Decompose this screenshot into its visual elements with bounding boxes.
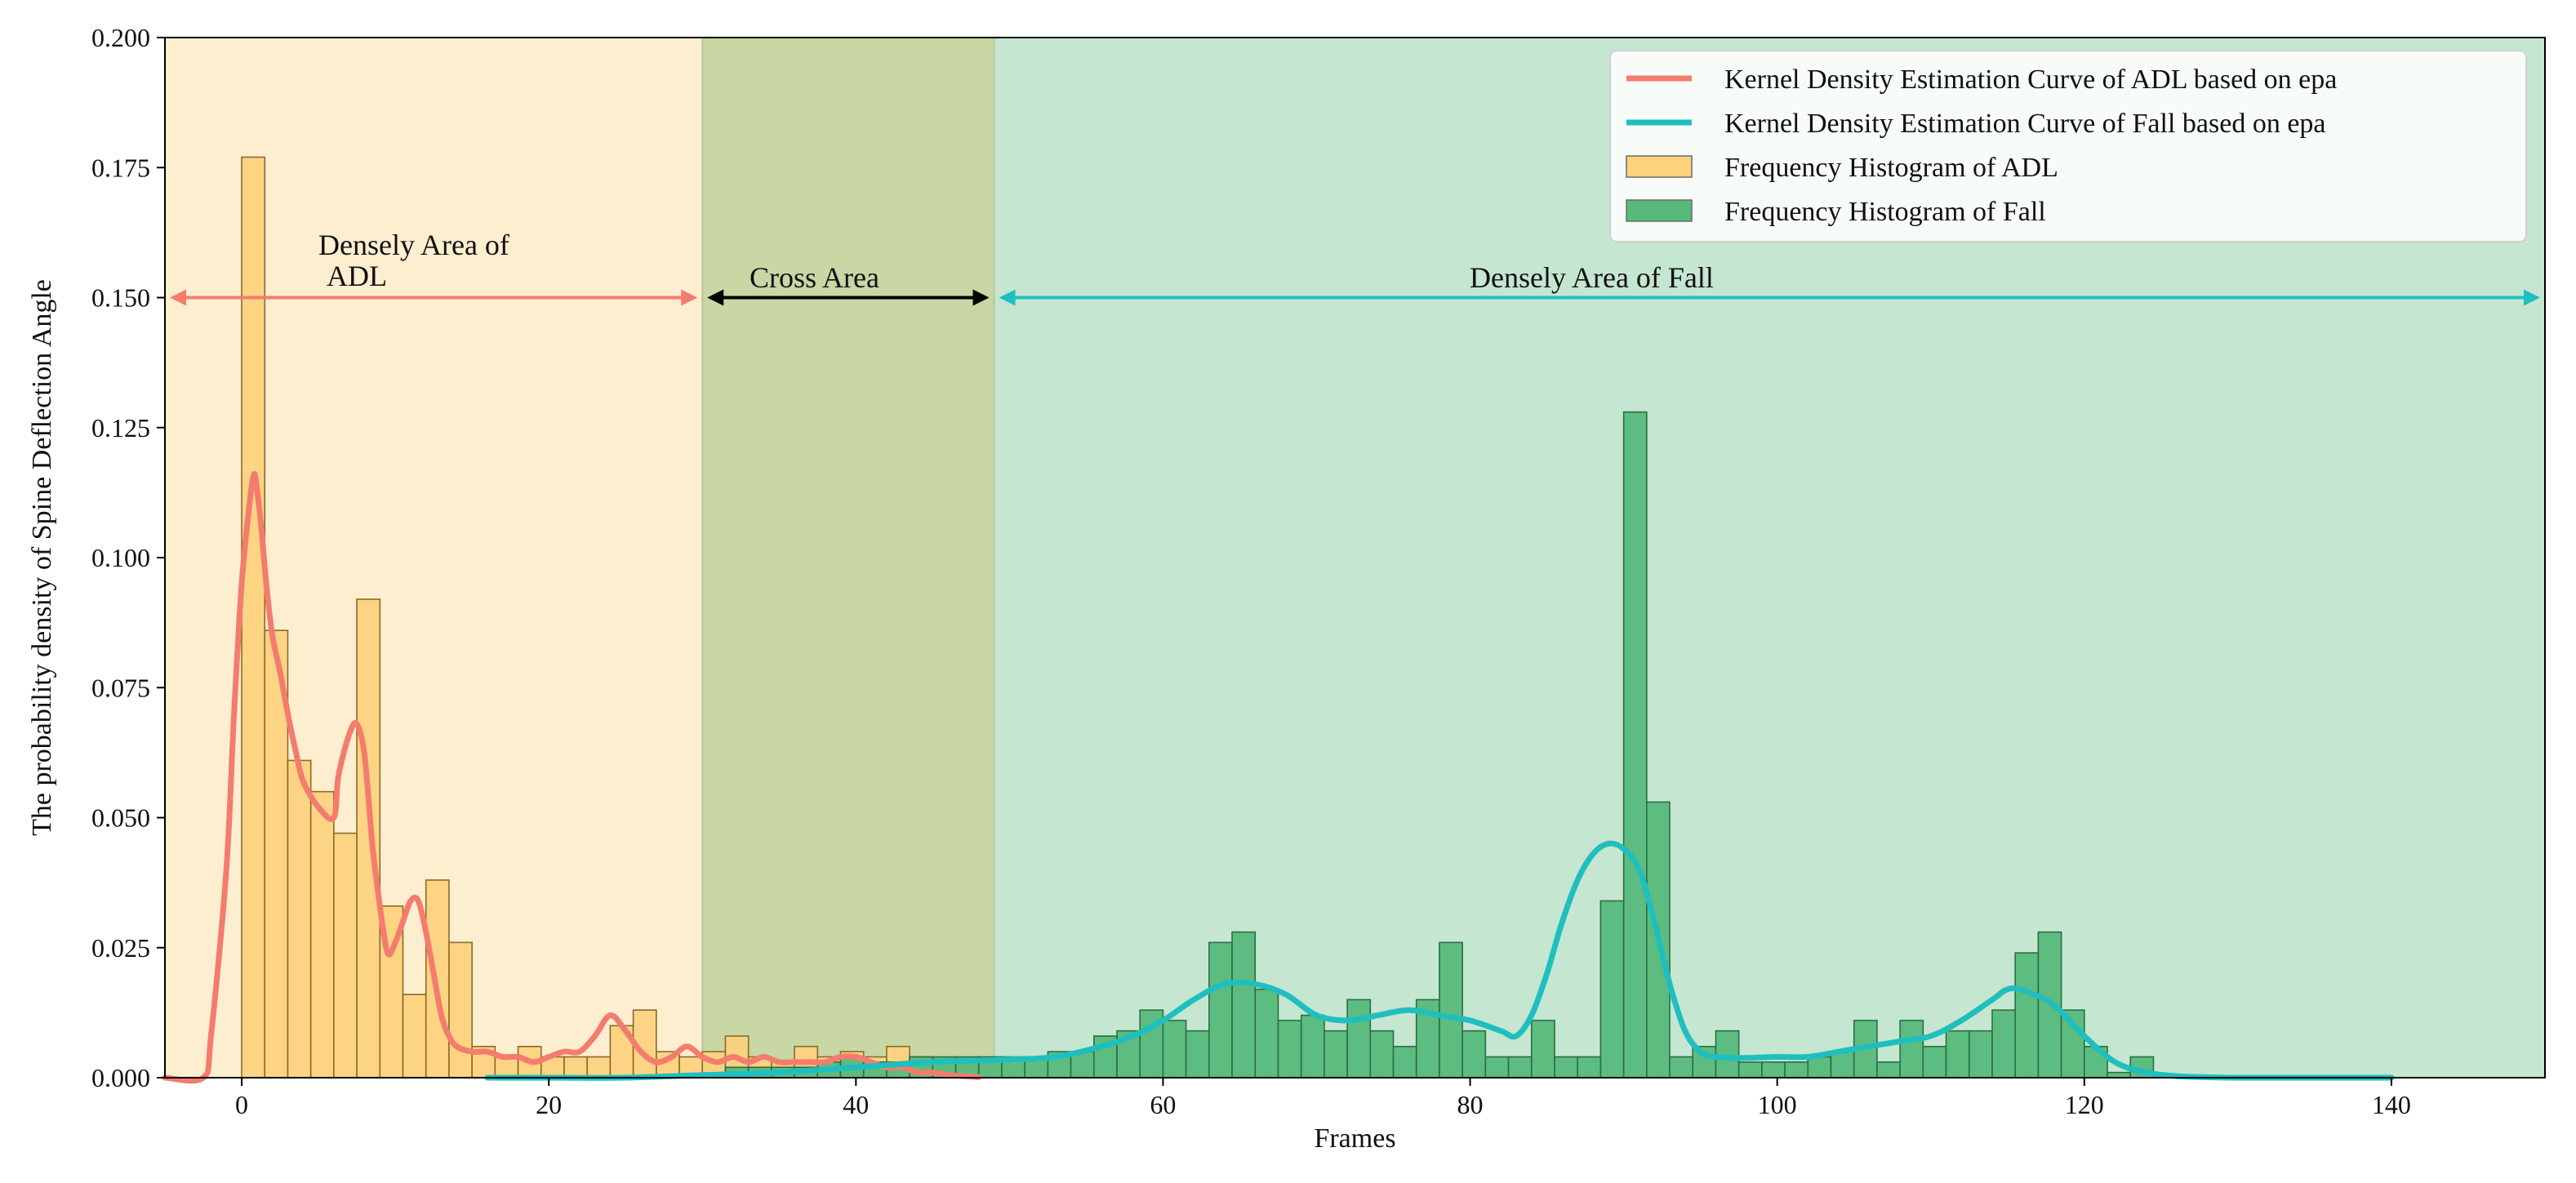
legend-entry-label: Frequency Histogram of ADL (1724, 153, 2058, 183)
x-tick-label: 60 (1150, 1090, 1176, 1119)
axes-layer: 0.000 0.025 0.050 0.075 0.100 0.125 0.150 0.175… (27, 23, 2546, 1154)
fall-histogram-bar (1462, 1030, 1487, 1078)
fall-histogram-bar (1945, 1030, 1970, 1078)
arrow-cross-right-head (972, 289, 990, 306)
legend-entry-label: Kernel Density Estimation Curve of ADL b… (1724, 64, 2337, 95)
fall-histogram-bar (1277, 1020, 1302, 1078)
adl-histogram-bar (494, 1056, 519, 1078)
fall-histogram-bar (2014, 952, 2040, 1078)
area-label-adl-line2: ADL (327, 260, 387, 292)
fall-histogram-bar (1830, 1051, 1855, 1078)
y-axis-label: The probability density of Spine Deflect… (27, 279, 57, 836)
y-tick-label: 0.000 (91, 1063, 150, 1092)
fall-histogram-bar (1346, 998, 1372, 1078)
x-tick-label: 100 (1758, 1090, 1797, 1119)
fall-histogram-bar (1761, 1061, 1786, 1078)
y-tick-label: 0.100 (91, 543, 150, 572)
fall-histogram-bar (1715, 1030, 1740, 1078)
fall-histogram-bar (1968, 1030, 1993, 1078)
kde-lines-layer (162, 471, 2395, 1084)
adl-histogram-bar (563, 1056, 588, 1078)
arrow-fall-left-head (999, 289, 1016, 306)
arrow-adl-left-head (170, 289, 186, 306)
y-tick-label: 0.150 (91, 283, 150, 313)
fall-histogram-bar (1300, 1014, 1325, 1078)
fall-histogram-bar (1669, 1056, 1694, 1078)
legend-box (1609, 50, 2527, 242)
fall-histogram-bar (1484, 1056, 1510, 1078)
x-tick-label: 140 (2372, 1090, 2411, 1119)
y-tick-label: 0.125 (91, 413, 150, 443)
y-tick-label: 0.025 (91, 933, 150, 963)
x-tick-label: 80 (1457, 1090, 1484, 1119)
legend-entry-label: Kernel Density Estimation Curve of Fall … (1724, 109, 2326, 139)
fall-histogram-bar (1599, 900, 1625, 1078)
arrow-cross-left-head (707, 289, 724, 306)
fall-histogram-bar (1231, 931, 1257, 1078)
adl-histogram-bar (356, 598, 381, 1078)
fall-histogram-bar (1324, 1030, 1348, 1078)
x-tick-label: 0 (235, 1090, 248, 1119)
fall-histogram-bar (1439, 941, 1463, 1078)
arrow-adl-right-head (681, 289, 698, 306)
fall-histogram-bar (1185, 1030, 1210, 1078)
fall-kde-curve (484, 840, 2395, 1081)
adl-histogram-bar (287, 759, 312, 1078)
x-tick-label: 40 (843, 1090, 869, 1119)
fall-histogram-bar (1392, 1045, 1417, 1078)
adl-histogram-bar (241, 156, 266, 1078)
fall-histogram-bar (1162, 1020, 1187, 1078)
fall-histogram-bar (1899, 1020, 1924, 1078)
fall-histogram-bar (1530, 1020, 1555, 1078)
y-tick-label: 0.075 (91, 673, 150, 702)
bars-layer (241, 156, 2155, 1078)
adl-histogram-bar (333, 832, 358, 1078)
fall-histogram-bar (1369, 1030, 1395, 1078)
y-tick-label: 0.175 (91, 153, 150, 182)
fall-histogram-bar (1208, 941, 1233, 1078)
fall-histogram-bar (1577, 1056, 1602, 1078)
legend-swatch-patch (1626, 199, 1693, 222)
area-label-adl-line1: Densely Area of (318, 229, 509, 261)
region-cross (702, 38, 994, 1078)
fall-histogram-bar (1646, 801, 1671, 1078)
legend-entry-label: Frequency Histogram of Fall (1724, 197, 2046, 227)
fall-histogram-bar (1807, 1056, 1832, 1078)
regions-layer (165, 38, 2545, 1078)
fall-histogram-bar (1922, 1045, 1947, 1078)
legend-swatch-patch (1626, 155, 1693, 178)
adl-histogram-bar (448, 941, 473, 1078)
legend: Kernel Density Estimation Curve of ADL b… (1609, 50, 2527, 242)
x-tick-label: 20 (536, 1090, 562, 1119)
fall-histogram-bar (1254, 988, 1279, 1078)
area-label-fall: Densely Area of Fall (1470, 261, 1714, 294)
adl-histogram-bar (309, 790, 335, 1078)
arrow-fall-right-head (2524, 289, 2540, 306)
fall-histogram-bar (1622, 411, 1648, 1078)
adl-histogram-bar (425, 879, 450, 1078)
fall-histogram-bar (1737, 1061, 1763, 1078)
x-tick-label: 120 (2065, 1090, 2104, 1119)
y-tick-label: 0.050 (91, 803, 150, 833)
adl-histogram-bar (402, 994, 427, 1078)
area-label-cross: Cross Area (750, 261, 879, 294)
fall-histogram-bar (1991, 1009, 2016, 1078)
fall-histogram-bar (1554, 1056, 1578, 1078)
fall-histogram-bar (1507, 1056, 1533, 1078)
adl-histogram-bar (586, 1056, 612, 1078)
y-tick-label: 0.200 (91, 23, 150, 52)
adl-kde-curve (162, 471, 982, 1084)
x-axis-label: Frames (1314, 1123, 1395, 1154)
fall-histogram-bar (1784, 1061, 1809, 1078)
fall-histogram-bar (1876, 1061, 1901, 1078)
